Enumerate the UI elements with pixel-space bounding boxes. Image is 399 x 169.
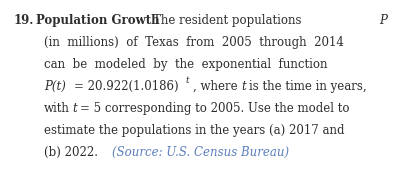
Text: can  be  modeled  by  the  exponential  function: can be modeled by the exponential functi… — [44, 58, 328, 71]
Text: , where: , where — [193, 80, 238, 93]
Text: P(t): P(t) — [44, 80, 66, 93]
Text: t: t — [186, 76, 190, 85]
Text: t: t — [72, 102, 77, 115]
Text: (Source: U.S. Census Bureau): (Source: U.S. Census Bureau) — [112, 146, 289, 159]
Text: estimate the populations in the years (a) 2017 and: estimate the populations in the years (a… — [44, 124, 344, 137]
Text: = 5 corresponding to 2005. Use the model to: = 5 corresponding to 2005. Use the model… — [80, 102, 350, 115]
Text: with: with — [44, 102, 70, 115]
Text: The resident populations: The resident populations — [153, 14, 302, 27]
Text: Population Growth: Population Growth — [36, 14, 160, 27]
Text: 19.: 19. — [14, 14, 34, 27]
Text: t: t — [241, 80, 246, 93]
Text: (in  millions)  of  Texas  from  2005  through  2014: (in millions) of Texas from 2005 through… — [44, 36, 344, 49]
Text: P: P — [379, 14, 387, 27]
Text: (b) 2022.: (b) 2022. — [44, 146, 98, 159]
Text: = 20.922(1.0186): = 20.922(1.0186) — [74, 80, 179, 93]
Text: is the time in years,: is the time in years, — [249, 80, 367, 93]
